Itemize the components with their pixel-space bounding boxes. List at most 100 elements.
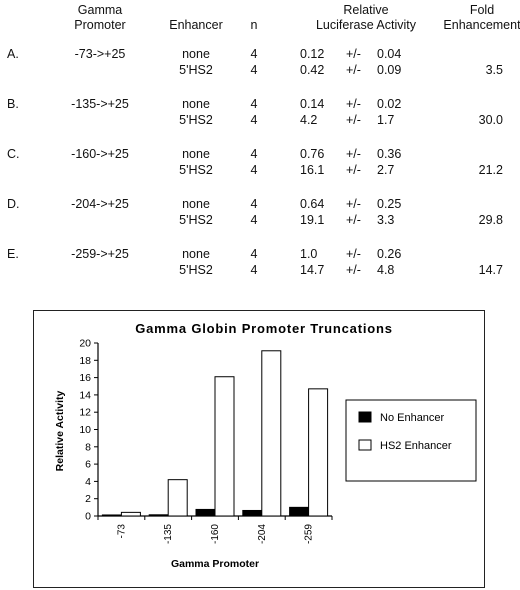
cell-fold: 14.7 xyxy=(478,263,503,277)
cell-n: 4 xyxy=(250,163,258,177)
promoter-construct: -73->+25 xyxy=(74,47,126,61)
cell-enhancer: none xyxy=(182,247,210,261)
y-tick-label: 6 xyxy=(85,459,91,471)
y-tick-label: 2 xyxy=(85,493,91,505)
bar-hs2-enhancer xyxy=(120,511,141,517)
x-tick-label: -160 xyxy=(210,524,221,544)
cell-n: 4 xyxy=(250,47,258,61)
cell-pm: +/- xyxy=(346,263,361,277)
cell-mean: 4.2 xyxy=(300,113,318,127)
cell-sd: 0.26 xyxy=(377,247,402,261)
cell-enhancer: none xyxy=(182,147,210,161)
cell-pm: +/- xyxy=(346,147,361,161)
cell-enhancer: 5'HS2 xyxy=(179,63,213,77)
y-tick-label: 20 xyxy=(79,338,91,350)
cell-mean: 0.64 xyxy=(300,197,325,211)
cell-sd: 0.25 xyxy=(377,197,402,211)
cell-sd: 3.3 xyxy=(377,213,395,227)
row-label: A. xyxy=(7,47,19,61)
cell-mean: 0.14 xyxy=(300,97,325,111)
bar-hs2-enhancer xyxy=(167,479,188,517)
cell-enhancer: 5'HS2 xyxy=(179,213,213,227)
cell-n: 4 xyxy=(250,213,258,227)
legend-label: HS2 Enhancer xyxy=(380,440,452,452)
row-label: C. xyxy=(7,147,20,161)
cell-enhancer: none xyxy=(182,97,210,111)
y-axis-label: Relative Activity xyxy=(54,390,66,471)
cell-pm: +/- xyxy=(346,163,361,177)
y-tick-label: 10 xyxy=(79,424,91,436)
cell-n: 4 xyxy=(250,197,258,211)
cell-mean: 19.1 xyxy=(300,213,325,227)
y-tick-label: 18 xyxy=(79,355,91,367)
cell-fold: 29.8 xyxy=(478,213,503,227)
cell-sd: 4.8 xyxy=(377,263,395,277)
promoter-construct: -160->+25 xyxy=(71,147,129,161)
row-label: B. xyxy=(7,97,19,111)
cell-mean: 16.1 xyxy=(300,163,325,177)
x-tick-label: -204 xyxy=(257,524,268,544)
cell-sd: 2.7 xyxy=(377,163,395,177)
cell-pm: +/- xyxy=(346,197,361,211)
x-tick-label: -259 xyxy=(304,524,315,544)
chart-title: Gamma Globin Promoter Truncations xyxy=(135,321,393,336)
cell-sd: 1.7 xyxy=(377,113,395,127)
bar-chart: Gamma Globin Promoter Truncations Relati… xyxy=(54,321,477,570)
promoter-construct: -259->+25 xyxy=(71,247,129,261)
y-tick-label: 16 xyxy=(79,372,91,384)
x-tick-label: -135 xyxy=(163,524,174,544)
y-tick-label: 4 xyxy=(85,476,91,488)
bar-no-enhancer xyxy=(195,508,216,517)
x-axis-label: Gamma Promoter xyxy=(171,558,259,570)
cell-n: 4 xyxy=(250,63,258,77)
cell-n: 4 xyxy=(250,147,258,161)
cell-mean: 0.76 xyxy=(300,147,325,161)
y-axis: 0 2 4 6 8 10 12 14 16 18 20 xyxy=(79,338,99,523)
bar-no-enhancer xyxy=(148,514,169,517)
header-n: n xyxy=(250,18,258,32)
cell-fold: 30.0 xyxy=(478,113,503,127)
promoter-construct: -204->+25 xyxy=(71,197,129,211)
cell-enhancer: none xyxy=(182,197,210,211)
cell-sd: 0.36 xyxy=(377,147,402,161)
cell-sd: 0.04 xyxy=(377,47,402,61)
bars xyxy=(101,350,329,517)
row-label: D. xyxy=(7,197,20,211)
bar-hs2-enhancer xyxy=(214,376,235,517)
header-activity: Relative Luciferase Activity xyxy=(315,3,417,32)
cell-mean: 1.0 xyxy=(300,247,318,261)
cell-pm: +/- xyxy=(346,247,361,261)
cell-pm: +/- xyxy=(346,63,361,77)
header-promoter: Gamma Promoter xyxy=(74,3,126,32)
cell-n: 4 xyxy=(250,247,258,261)
cell-sd: 0.02 xyxy=(377,97,402,111)
cell-n: 4 xyxy=(250,113,258,127)
cell-pm: +/- xyxy=(346,213,361,227)
cell-enhancer: none xyxy=(182,47,210,61)
bar-hs2-enhancer xyxy=(261,350,282,517)
cell-mean: 14.7 xyxy=(300,263,325,277)
cell-enhancer: 5'HS2 xyxy=(179,113,213,127)
y-tick-label: 12 xyxy=(79,407,91,419)
row-label: E. xyxy=(7,247,19,261)
legend: No Enhancer HS2 Enhancer xyxy=(345,399,477,482)
cell-n: 4 xyxy=(250,263,258,277)
bar-no-enhancer xyxy=(242,509,263,517)
cell-fold: 21.2 xyxy=(478,163,503,177)
y-tick-label: 14 xyxy=(79,389,91,401)
promoter-construct: -135->+25 xyxy=(71,97,129,111)
bar-no-enhancer xyxy=(101,514,122,517)
bar-no-enhancer xyxy=(289,506,310,517)
cell-pm: +/- xyxy=(346,113,361,127)
y-tick-label: 8 xyxy=(85,441,91,453)
bar-hs2-enhancer xyxy=(308,388,329,517)
x-tick-label: -73 xyxy=(116,524,127,539)
header-enhancer: Enhancer xyxy=(169,18,223,32)
cell-mean: 0.42 xyxy=(300,63,325,77)
cell-mean: 0.12 xyxy=(300,47,325,61)
legend-swatch xyxy=(358,439,372,451)
y-tick-label: 0 xyxy=(85,511,91,523)
cell-pm: +/- xyxy=(346,97,361,111)
legend-label: No Enhancer xyxy=(380,412,445,424)
cell-n: 4 xyxy=(250,97,258,111)
